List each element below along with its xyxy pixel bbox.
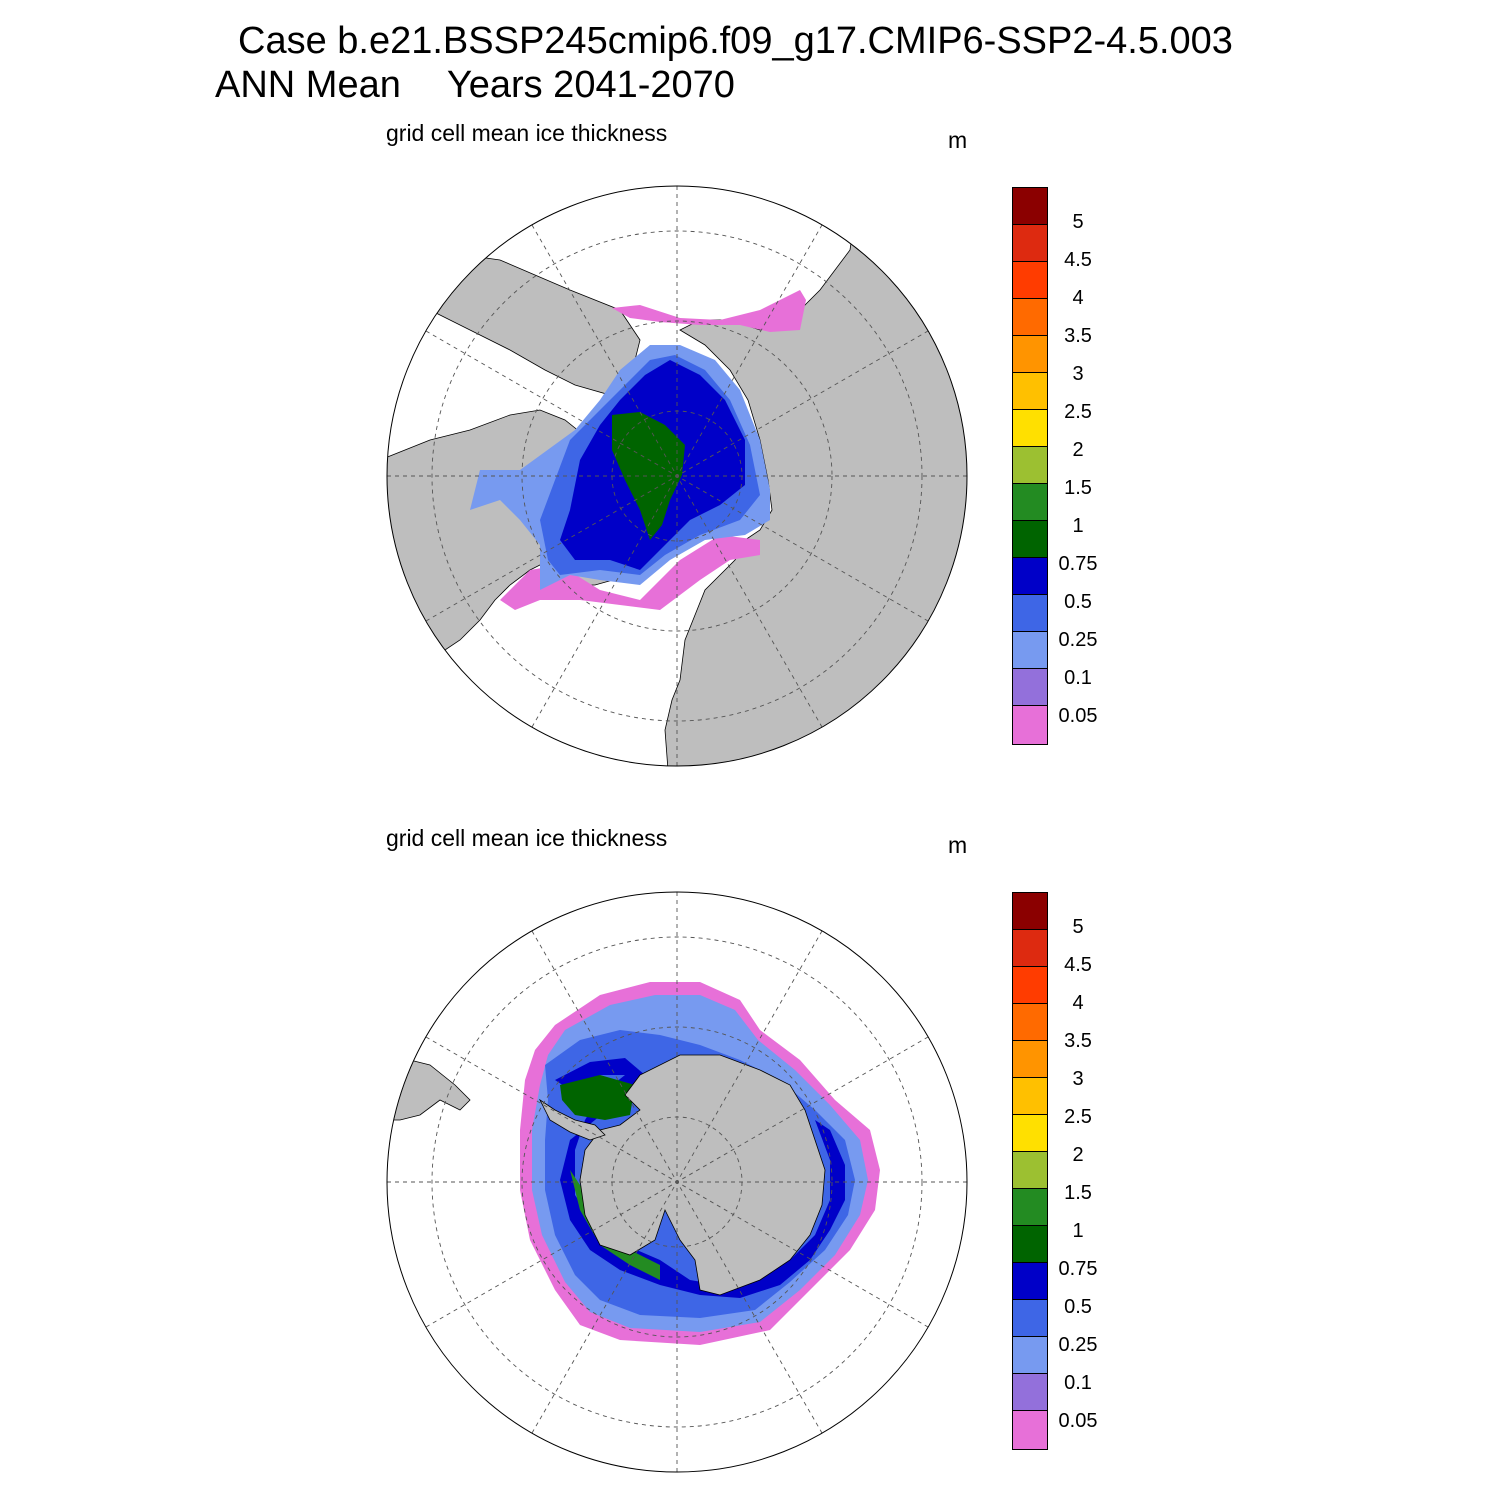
south-colorbar-swatch: [1013, 1041, 1047, 1078]
south-colorbar-tick-label: 2.5: [1064, 1106, 1092, 1128]
south-land-antarctica: [579, 1054, 826, 1296]
south-colorbar-swatch: [1013, 967, 1047, 1004]
north-colorbar-swatch: [1013, 706, 1047, 744]
south-colorbar-tick-label: 1: [1072, 1220, 1084, 1242]
north-colorbar-tick-label: 4.5: [1064, 249, 1092, 271]
north-colorbar-tick-label: 3: [1072, 363, 1084, 385]
south-colorbar-tick-label: 0.75: [1058, 1258, 1098, 1280]
north-colorbar-swatch: [1013, 299, 1047, 336]
south-colorbar-swatch: [1013, 1115, 1047, 1152]
south-colorbar-swatch: [1013, 1226, 1047, 1263]
south-colorbar-tick-label: 0.25: [1058, 1334, 1098, 1356]
south-colorbar-tick-label: 0.05: [1058, 1410, 1098, 1432]
south-land-antarctic-peninsula: [538, 1098, 606, 1141]
south-graticule: [387, 892, 967, 1472]
north-colorbar-swatch: [1013, 447, 1047, 484]
south-polar-map: [387, 892, 967, 1472]
north-colorbar-tick-label: 3.5: [1064, 325, 1092, 347]
south-panel-title: grid cell mean ice thickness: [386, 825, 668, 851]
south-colorbar-swatch: [1013, 1374, 1047, 1411]
south-ice-green-weddell: [560, 1075, 635, 1120]
south-colorbar-tick-label: 3: [1072, 1068, 1084, 1090]
north-colorbar-tick-label: 2.5: [1064, 401, 1092, 423]
north-colorbar-tick-label: 5: [1072, 211, 1084, 233]
north-ice-green: [612, 412, 685, 540]
north-colorbar-tick-label: 1: [1072, 515, 1084, 537]
north-colorbar-swatch: [1013, 595, 1047, 632]
north-colorbar-tick-label: 0.75: [1058, 553, 1098, 575]
south-colorbar-swatch: [1013, 1078, 1047, 1115]
south-colorbar-tick-label: 0.5: [1064, 1296, 1092, 1318]
north-colorbar-swatch: [1013, 373, 1047, 410]
south-colorbar-tick-label: 0.1: [1064, 1372, 1092, 1394]
south-colorbar-swatch: [1013, 1263, 1047, 1300]
north-colorbar-tick-label: 2: [1072, 439, 1084, 461]
south-colorbar-tick-label: 1.5: [1064, 1182, 1092, 1204]
north-colorbar-tick-label: 0.1: [1064, 667, 1092, 689]
years-label: Years 2041-2070: [446, 64, 735, 106]
south-colorbar-swatch: [1013, 1300, 1047, 1337]
figure-title-period: ANN Mean Years 2041-2070: [215, 64, 735, 107]
north-colorbar-tick-label: 4: [1072, 287, 1084, 309]
north-colorbar: [1012, 187, 1048, 745]
figure-title-case: Case b.e21.BSSP245cmip6.f09_g17.CMIP6-SS…: [238, 20, 1233, 62]
south-colorbar-tick-label: 2: [1072, 1144, 1084, 1166]
south-colorbar-swatch: [1013, 1189, 1047, 1226]
south-colorbar-swatch: [1013, 1411, 1047, 1449]
north-ice-pink-edge: [500, 535, 760, 610]
north-panel-units: m: [948, 127, 968, 153]
north-colorbar-tick-label: 0.25: [1058, 629, 1098, 651]
north-colorbar-tick-label: 0.5: [1064, 591, 1092, 613]
north-colorbar-tick-label: 0.05: [1058, 705, 1098, 727]
south-colorbar-swatch: [1013, 893, 1047, 930]
south-colorbar-swatch: [1013, 1337, 1047, 1374]
north-colorbar-swatch: [1013, 336, 1047, 373]
south-colorbar-tick-label: 4: [1072, 992, 1084, 1014]
south-ice-green-ross: [570, 1170, 660, 1280]
north-polar-map: [387, 186, 967, 766]
season-label: ANN Mean: [215, 64, 401, 106]
north-colorbar-swatch: [1013, 521, 1047, 558]
south-colorbar-tick-label: 5: [1072, 916, 1084, 938]
south-colorbar: [1012, 892, 1048, 1450]
north-map-border: [386, 185, 968, 767]
north-colorbar-swatch: [1013, 669, 1047, 706]
south-colorbar-tick-label: 3.5: [1064, 1030, 1092, 1052]
north-colorbar-swatch: [1013, 558, 1047, 595]
north-colorbar-tick-label: 1.5: [1064, 477, 1092, 499]
south-colorbar-swatch: [1013, 1152, 1047, 1189]
north-colorbar-swatch: [1013, 225, 1047, 262]
south-colorbar-swatch: [1013, 1004, 1047, 1041]
south-panel-units: m: [948, 832, 968, 858]
south-colorbar-tick-label: 4.5: [1064, 954, 1092, 976]
north-graticule: [387, 186, 967, 766]
north-colorbar-swatch: [1013, 262, 1047, 299]
south-map-border: [386, 891, 968, 1473]
north-colorbar-swatch: [1013, 410, 1047, 447]
north-colorbar-swatch: [1013, 188, 1047, 225]
north-colorbar-swatch: [1013, 484, 1047, 521]
north-colorbar-swatch: [1013, 632, 1047, 669]
north-panel-title: grid cell mean ice thickness: [386, 120, 668, 146]
south-colorbar-swatch: [1013, 930, 1047, 967]
